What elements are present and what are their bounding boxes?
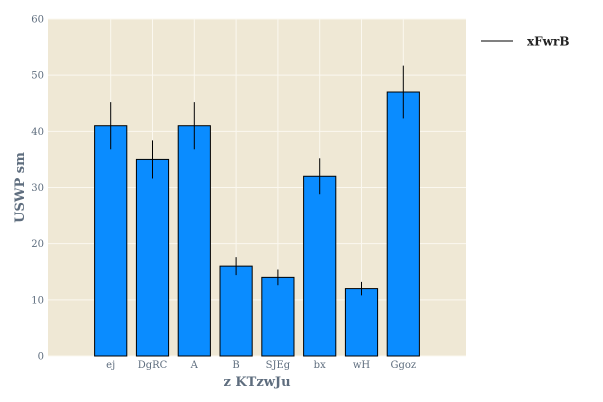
y-axis-title: USWP sm — [13, 152, 28, 223]
bar-A — [177, 125, 211, 357]
bars — [94, 91, 420, 357]
y-tick-label: 10 — [31, 295, 44, 306]
bar-wH — [344, 288, 379, 357]
x-tick-label: bx — [314, 360, 326, 371]
x-tick-label: A — [190, 360, 199, 371]
x-axis-ticks: ej DgRC A B SJEg bx wH Ggoz — [106, 360, 416, 371]
bar-bx — [303, 175, 337, 357]
x-axis-title: z KTzwJu — [223, 375, 290, 390]
x-tick-label: DgRC — [138, 360, 168, 371]
y-axis-ticks: 0 10 20 30 40 50 60 — [31, 15, 44, 363]
x-tick-label: Ggoz — [390, 360, 416, 371]
y-tick-label: 40 — [31, 127, 44, 138]
y-tick-label: 30 — [31, 183, 44, 194]
bar-B — [219, 265, 253, 357]
x-tick-label: SJEg — [266, 360, 291, 371]
error-bars — [110, 65, 404, 296]
bar-Ggoz — [386, 91, 420, 357]
bar-DgRC — [135, 158, 170, 357]
y-tick-label: 0 — [38, 352, 44, 363]
legend-label: xFwrB — [527, 35, 569, 49]
x-tick-label: B — [232, 360, 239, 371]
y-tick-label: 60 — [31, 15, 44, 26]
bar-ej — [94, 125, 128, 357]
bar-SJEg — [261, 276, 295, 357]
x-tick-label: ej — [106, 360, 115, 371]
y-tick-label: 20 — [31, 239, 44, 250]
x-tick-label: wH — [353, 360, 371, 371]
legend: xFwrB — [481, 35, 569, 49]
y-tick-label: 50 — [31, 71, 44, 82]
